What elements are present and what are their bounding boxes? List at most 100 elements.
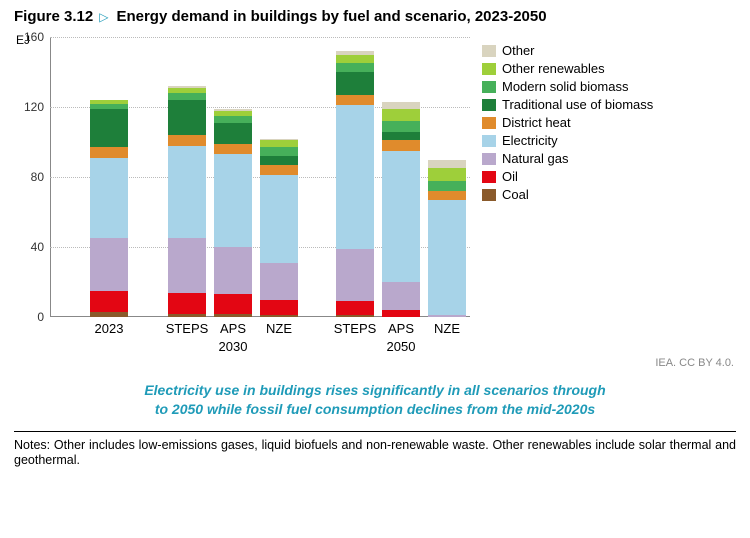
bar-seg-coal <box>90 312 128 317</box>
bar-seg-other_ren <box>428 168 466 180</box>
bar-baps30 <box>214 109 252 317</box>
figure-arrow-icon: ▷ <box>99 10 108 24</box>
bar-bsteps50 <box>336 51 374 317</box>
bar-baps50 <box>382 102 420 317</box>
bar-bnze30 <box>260 139 298 318</box>
bar-seg-other_ren <box>382 109 420 121</box>
bar-seg-electricity <box>168 146 206 239</box>
bar-seg-trad_bio <box>214 123 252 144</box>
legend-swatch <box>482 63 496 75</box>
legend-label: Oil <box>502 169 518 184</box>
y-tick: 40 <box>31 240 44 254</box>
y-tick: 80 <box>31 170 44 184</box>
bar-seg-oil <box>168 293 206 314</box>
legend-label: Electricity <box>502 133 558 148</box>
y-tick: 160 <box>24 30 44 44</box>
x-label: APS <box>388 321 414 336</box>
figure-number: Figure 3.12 <box>14 8 93 25</box>
legend-swatch <box>482 189 496 201</box>
x-label: STEPS <box>334 321 377 336</box>
bar-seg-district <box>382 140 420 151</box>
bar-seg-coal <box>214 314 252 318</box>
legend-swatch <box>482 117 496 129</box>
x-label: 2023 <box>95 321 124 336</box>
x-label: NZE <box>434 321 460 336</box>
bar-seg-modern_bio <box>336 63 374 72</box>
credit: IEA. CC BY 4.0. <box>0 357 750 369</box>
bar-seg-coal <box>336 315 374 317</box>
bar-seg-modern_bio <box>382 121 420 132</box>
legend-item-oil: Oil <box>482 169 653 184</box>
bar-seg-natural_gas <box>336 249 374 302</box>
callout-line2: to 2050 while fossil fuel consumption de… <box>155 401 595 417</box>
callout: Electricity use in buildings rises signi… <box>0 369 750 427</box>
x-group-label: 2030 <box>219 339 248 354</box>
legend-swatch <box>482 99 496 111</box>
bar-seg-trad_bio <box>382 132 420 141</box>
legend-label: District heat <box>502 115 571 130</box>
bar-seg-coal <box>168 314 206 318</box>
legend-item-electricity: Electricity <box>482 133 653 148</box>
bar-seg-electricity <box>260 175 298 263</box>
bar-seg-district <box>336 95 374 106</box>
bar-seg-other_ren <box>260 140 298 147</box>
bar-seg-trad_bio <box>168 100 206 135</box>
bar-seg-modern_bio <box>168 93 206 100</box>
bar-seg-natural_gas <box>428 315 466 317</box>
bar-bsteps30 <box>168 86 206 317</box>
bar-seg-modern_bio <box>260 147 298 156</box>
bar-seg-natural_gas <box>90 238 128 291</box>
bar-seg-oil <box>214 294 252 313</box>
legend-item-other: Other <box>482 43 653 58</box>
bar-seg-oil <box>336 301 374 315</box>
bar-seg-natural_gas <box>260 263 298 300</box>
bar-seg-electricity <box>428 200 466 316</box>
legend-label: Natural gas <box>502 151 568 166</box>
bar-seg-trad_bio <box>336 72 374 95</box>
plot-area: EJ 04080120160 2023STEPSAPSNZESTEPSAPSNZ… <box>50 37 470 317</box>
bar-seg-district <box>214 144 252 155</box>
legend-swatch <box>482 45 496 57</box>
bar-seg-trad_bio <box>90 109 128 148</box>
figure-title: Energy demand in buildings by fuel and s… <box>116 8 546 25</box>
bar-seg-natural_gas <box>168 238 206 292</box>
bar-seg-electricity <box>214 154 252 247</box>
x-label: APS <box>220 321 246 336</box>
figure-title-row: Figure 3.12 ▷ Energy demand in buildings… <box>0 0 750 29</box>
bar-seg-district <box>428 191 466 200</box>
legend: Other Other renewables Modern solid biomas… <box>482 43 653 317</box>
y-axis: 04080120160 <box>10 37 50 317</box>
legend-swatch <box>482 153 496 165</box>
y-tick: 0 <box>37 310 44 324</box>
legend-label: Other renewables <box>502 61 605 76</box>
bar-seg-other_ren <box>336 55 374 64</box>
legend-item-natural_gas: Natural gas <box>482 151 653 166</box>
callout-line1: Electricity use in buildings rises signi… <box>144 382 605 398</box>
legend-label: Modern solid biomass <box>502 79 628 94</box>
legend-swatch <box>482 81 496 93</box>
legend-swatch <box>482 171 496 183</box>
y-tick: 120 <box>24 100 44 114</box>
legend-label: Traditional use of biomass <box>502 97 653 112</box>
bar-seg-oil <box>260 300 298 316</box>
bar-seg-district <box>90 147 128 158</box>
bar-seg-electricity <box>90 158 128 239</box>
legend-label: Other <box>502 43 535 58</box>
bar-seg-other <box>382 102 420 109</box>
chart-region: EJ 04080120160 2023STEPSAPSNZESTEPSAPSNZ… <box>0 29 750 317</box>
notes: Notes: Other includes low-emissions gase… <box>0 436 750 469</box>
bar-seg-other <box>428 160 466 169</box>
separator <box>14 431 736 432</box>
legend-label: Coal <box>502 187 529 202</box>
bar-seg-modern_bio <box>428 181 466 192</box>
bar-seg-oil <box>382 310 420 317</box>
x-label: NZE <box>266 321 292 336</box>
legend-item-other_ren: Other renewables <box>482 61 653 76</box>
x-group-label: 2050 <box>387 339 416 354</box>
gridline <box>50 37 470 38</box>
bar-seg-oil <box>90 291 128 312</box>
bar-seg-natural_gas <box>214 247 252 294</box>
bar-seg-electricity <box>336 105 374 249</box>
bar-seg-natural_gas <box>382 282 420 310</box>
bar-seg-district <box>260 165 298 176</box>
